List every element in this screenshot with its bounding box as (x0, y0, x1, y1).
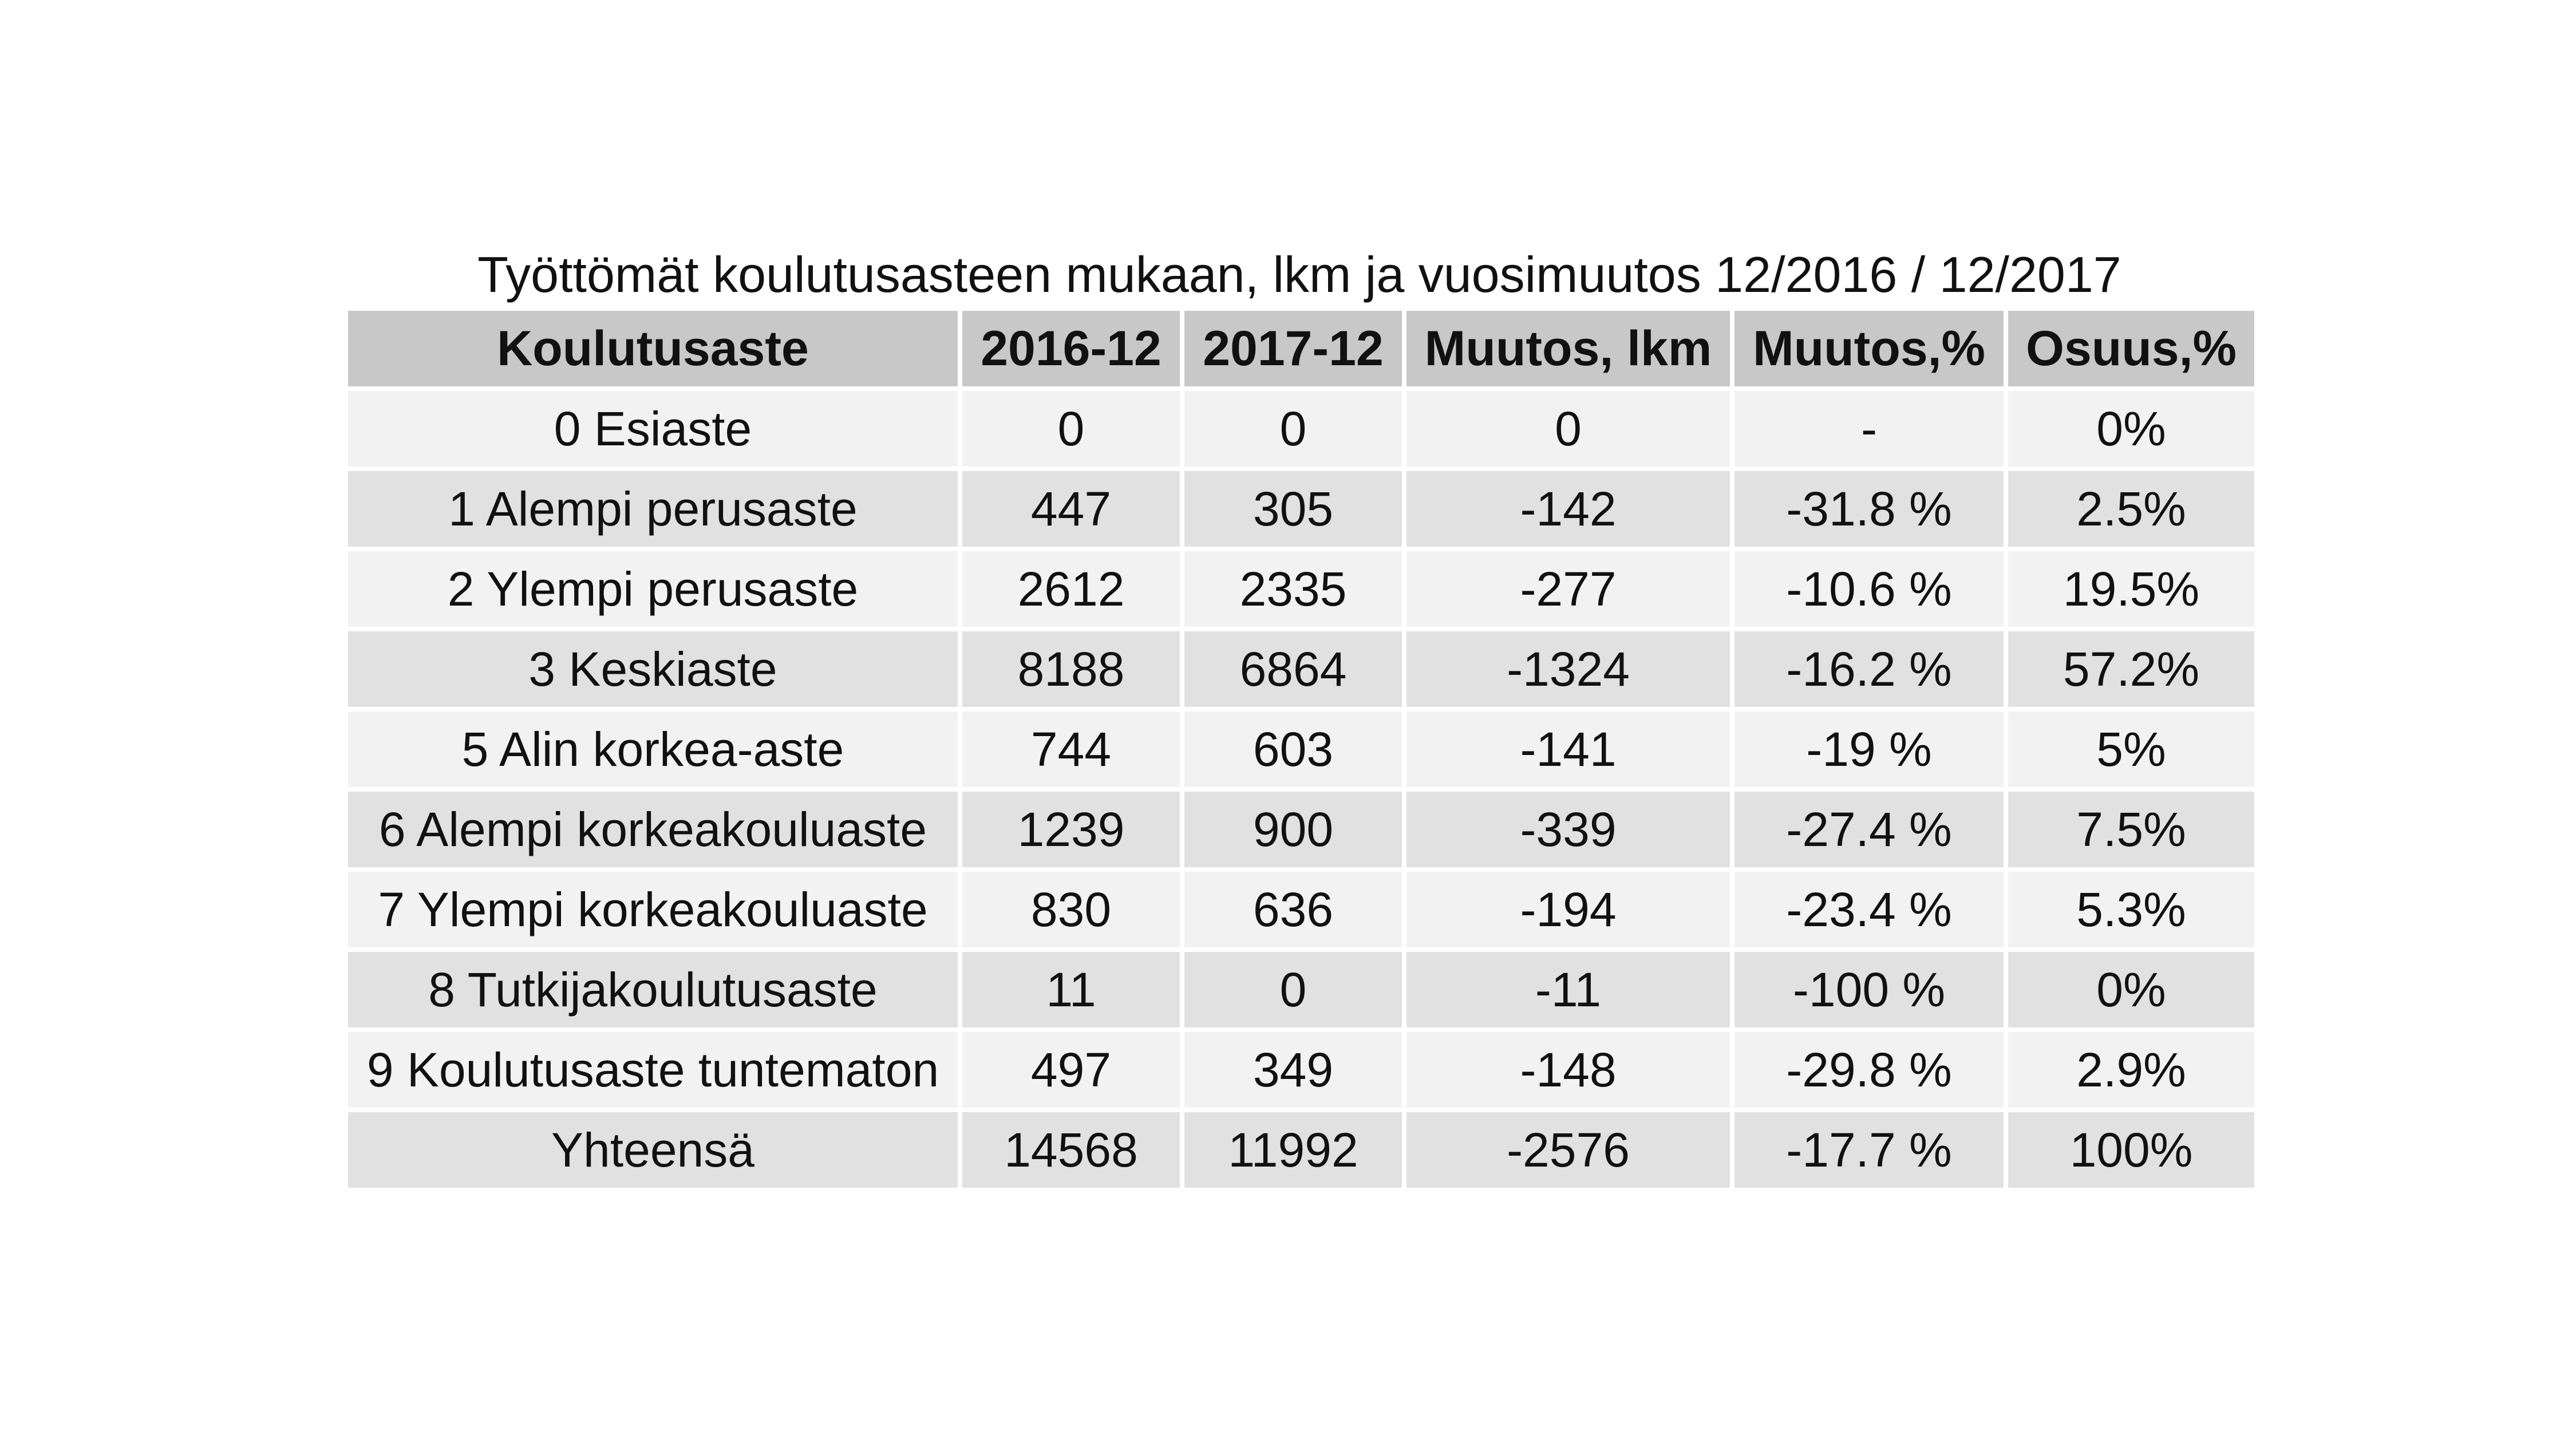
table-header-row: Koulutusaste 2016-12 2017-12 Muutos, lkm… (348, 311, 2254, 386)
table-cell: 2.9% (2008, 1032, 2254, 1108)
table-cell: 7.5% (2008, 792, 2254, 867)
table-cell: 14568 (962, 1112, 1180, 1188)
table-cell: 0 (1184, 391, 1402, 467)
table-cell: 11992 (1184, 1112, 1402, 1188)
table-cell: -194 (1406, 872, 1730, 947)
table-cell: 0% (2008, 391, 2254, 467)
table-row-total: Yhteensä 14568 11992 -2576 -17.7 % 100% (348, 1112, 2254, 1188)
table-cell: -16.2 % (1735, 631, 2004, 707)
table-cell: 9 Koulutusaste tuntematon (348, 1032, 958, 1108)
column-header-2017-12: 2017-12 (1184, 311, 1402, 386)
table-cell: Yhteensä (348, 1112, 958, 1188)
table-title: Työttömät koulutusasteen mukaan, lkm ja … (477, 246, 2121, 303)
table-cell: 0 (1184, 952, 1402, 1027)
table-cell: -11 (1406, 952, 1730, 1027)
table-row: 5 Alin korkea-aste 744 603 -141 -19 % 5% (348, 711, 2254, 787)
table-cell: 2 Ylempi perusaste (348, 551, 958, 627)
table-cell: 1239 (962, 792, 1180, 867)
table-cell: 2.5% (2008, 471, 2254, 547)
table-cell: -148 (1406, 1032, 1730, 1108)
table-cell: 5 Alin korkea-aste (348, 711, 958, 787)
table-cell: 2612 (962, 551, 1180, 627)
table-cell: - (1735, 391, 2004, 467)
table-cell: 1 Alempi perusaste (348, 471, 958, 547)
table-cell: 6864 (1184, 631, 1402, 707)
table-cell: -339 (1406, 792, 1730, 867)
table-cell: -277 (1406, 551, 1730, 627)
table-row: 9 Koulutusaste tuntematon 497 349 -148 -… (348, 1032, 2254, 1108)
table-row: 2 Ylempi perusaste 2612 2335 -277 -10.6 … (348, 551, 2254, 627)
table-cell: -19 % (1735, 711, 2004, 787)
table-cell: 8 Tutkijakoulutusaste (348, 952, 958, 1027)
table-row: 3 Keskiaste 8188 6864 -1324 -16.2 % 57.2… (348, 631, 2254, 707)
table-cell: 636 (1184, 872, 1402, 947)
table-cell: 57.2% (2008, 631, 2254, 707)
table-cell: -10.6 % (1735, 551, 2004, 627)
table-cell: 0% (2008, 952, 2254, 1027)
table-cell: 349 (1184, 1032, 1402, 1108)
table-cell: 2335 (1184, 551, 1402, 627)
data-table: Koulutusaste 2016-12 2017-12 Muutos, lkm… (343, 306, 2259, 1192)
table-cell: 8188 (962, 631, 1180, 707)
table-cell: 744 (962, 711, 1180, 787)
table-row: 0 Esiaste 0 0 0 - 0% (348, 391, 2254, 467)
table-cell: 305 (1184, 471, 1402, 547)
table-row: 6 Alempi korkeakouluaste 1239 900 -339 -… (348, 792, 2254, 867)
column-header-muutos-lkm: Muutos, lkm (1406, 311, 1730, 386)
table-cell: 3 Keskiaste (348, 631, 958, 707)
table-row: 8 Tutkijakoulutusaste 11 0 -11 -100 % 0% (348, 952, 2254, 1027)
table-row: 7 Ylempi korkeakouluaste 830 636 -194 -2… (348, 872, 2254, 947)
table-cell: -1324 (1406, 631, 1730, 707)
table-cell: 0 (962, 391, 1180, 467)
table-cell: 7 Ylempi korkeakouluaste (348, 872, 958, 947)
table-cell: 447 (962, 471, 1180, 547)
table-cell: 5% (2008, 711, 2254, 787)
table-cell: 497 (962, 1032, 1180, 1108)
table-cell: 100% (2008, 1112, 2254, 1188)
table-cell: 5.3% (2008, 872, 2254, 947)
table-body: 0 Esiaste 0 0 0 - 0% 1 Alempi perusaste … (348, 391, 2254, 1188)
table-cell: -31.8 % (1735, 471, 2004, 547)
table-cell: 0 Esiaste (348, 391, 958, 467)
table-cell: -141 (1406, 711, 1730, 787)
table-cell: 6 Alempi korkeakouluaste (348, 792, 958, 867)
column-header-muutos-pct: Muutos,% (1735, 311, 2004, 386)
table-cell: 830 (962, 872, 1180, 947)
table-cell: -27.4 % (1735, 792, 2004, 867)
table-cell: 900 (1184, 792, 1402, 867)
table-cell: -17.7 % (1735, 1112, 2004, 1188)
table-cell: -142 (1406, 471, 1730, 547)
table-cell: 603 (1184, 711, 1402, 787)
table-cell: 11 (962, 952, 1180, 1027)
table-cell: 19.5% (2008, 551, 2254, 627)
table-cell: -2576 (1406, 1112, 1730, 1188)
table-row: 1 Alempi perusaste 447 305 -142 -31.8 % … (348, 471, 2254, 547)
table-cell: -23.4 % (1735, 872, 2004, 947)
column-header-2016-12: 2016-12 (962, 311, 1180, 386)
table-cell: 0 (1406, 391, 1730, 467)
table-cell: -29.8 % (1735, 1032, 2004, 1108)
table-cell: -100 % (1735, 952, 2004, 1027)
column-header-koulutusaste: Koulutusaste (348, 311, 958, 386)
column-header-osuus-pct: Osuus,% (2008, 311, 2254, 386)
